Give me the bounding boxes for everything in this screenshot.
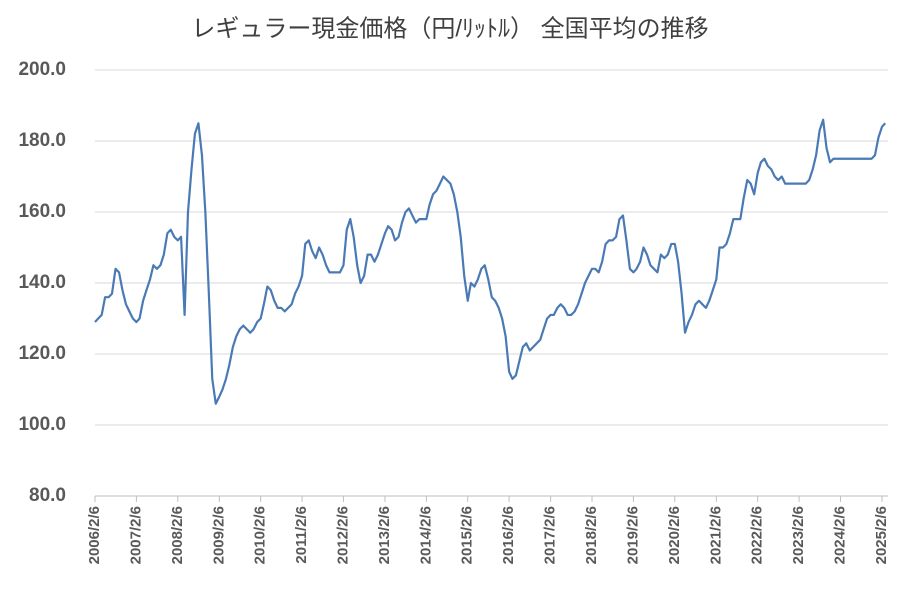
- x-tick-label: 2024/2/6: [831, 506, 848, 564]
- x-tick-label: 2009/2/6: [210, 506, 227, 564]
- x-tick-label: 2019/2/6: [624, 506, 641, 564]
- x-tick-label: 2023/2/6: [790, 506, 807, 564]
- x-tick-label: 2022/2/6: [749, 506, 766, 564]
- x-tick-label: 2021/2/6: [707, 506, 724, 564]
- x-tick-label: 2013/2/6: [376, 506, 393, 564]
- x-tick-label: 2025/2/6: [873, 506, 890, 564]
- x-tick-label: 2007/2/6: [127, 506, 144, 564]
- x-tick-label: 2015/2/6: [459, 506, 476, 564]
- y-tick-label: 180.0: [18, 130, 66, 151]
- x-tick-label: 2012/2/6: [334, 506, 351, 564]
- x-tick-label: 2016/2/6: [500, 506, 517, 564]
- chart-title: レギュラー現金価格（円/ﾘｯﾄﾙ） 全国平均の推移: [191, 15, 708, 42]
- x-tick-label: 2010/2/6: [252, 506, 269, 564]
- x-tick-label: 2006/2/6: [86, 506, 103, 564]
- y-tick-label: 140.0: [18, 272, 66, 293]
- y-tick-label: 200.0: [18, 59, 66, 80]
- x-tick-label: 2008/2/6: [169, 506, 186, 564]
- x-tick-label: 2020/2/6: [666, 506, 683, 564]
- x-tick-label: 2014/2/6: [417, 506, 434, 564]
- y-tick-label: 80.0: [29, 485, 66, 506]
- y-tick-label: 160.0: [18, 201, 66, 222]
- x-tick-label: 2011/2/6: [293, 506, 310, 564]
- y-tick-label: 120.0: [18, 343, 66, 364]
- x-tick-label: 2018/2/6: [583, 506, 600, 564]
- x-tick-label: 2017/2/6: [542, 506, 559, 564]
- data-line: [94, 118, 886, 405]
- y-tick-label: 100.0: [18, 414, 66, 435]
